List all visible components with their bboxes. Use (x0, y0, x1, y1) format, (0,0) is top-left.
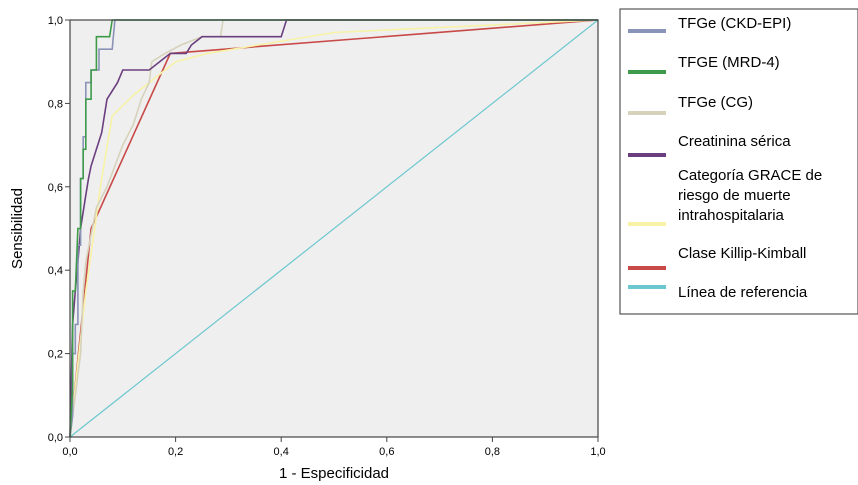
x-tick-label: 0,8 (485, 446, 500, 458)
x-tick-label: 0,6 (379, 446, 394, 458)
y-tick-label: 0,0 (48, 432, 63, 444)
plot-frame (69, 19, 599, 438)
series-layer (69, 19, 599, 438)
x-tick-label: 0,2 (168, 446, 183, 458)
legend-label-1: TFGE (MRD-4) (678, 54, 780, 71)
legend: TFGe (CKD-EPI) TFGE (MRD-4) TFGe (CG) Creat… (619, 8, 858, 315)
y-tick-label: 0,8 (48, 98, 63, 110)
legend-label-5: Clase Killip-Kimball (678, 245, 806, 262)
x-tick-label: 0,0 (62, 446, 77, 458)
y-axis: 0,0 0,2 0,4 0,6 0,8 1,0 (48, 15, 70, 444)
x-tick-label: 0,4 (274, 446, 289, 458)
legend-box (619, 8, 858, 315)
legend-label-4: Categoría GRACE de riesgo de muerte intrah… (678, 167, 822, 224)
x-axis: 0,0 0,2 0,4 0,6 0,8 1,0 (62, 437, 606, 458)
series-line-1 (69, 19, 598, 438)
x-tick-label: 1,0 (590, 446, 605, 458)
y-tick-label: 0,4 (48, 265, 63, 277)
legend-label-6: Línea de referencia (678, 284, 808, 301)
y-tick-label: 0,2 (48, 349, 63, 361)
y-tick-label: 1,0 (48, 15, 63, 27)
legend-label-0: TFGe (CKD-EPI) (678, 15, 791, 32)
series-line-6 (69, 19, 599, 438)
legend-label-3: Creatinina sérica (678, 133, 791, 150)
legend-label-2: TFGe (CG) (678, 94, 753, 111)
x-axis-label: 1 - Especificidad (279, 465, 389, 482)
y-axis-label: Sensibilidad (9, 188, 26, 269)
y-tick-label: 0,6 (48, 182, 63, 194)
